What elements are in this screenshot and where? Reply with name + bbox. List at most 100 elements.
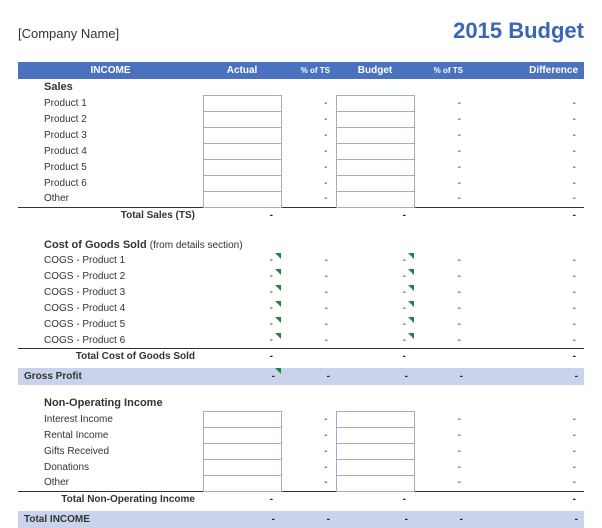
cell-budget[interactable] bbox=[336, 159, 414, 175]
cell-budget[interactable] bbox=[336, 427, 414, 443]
table-row: Product 3--- bbox=[18, 127, 584, 143]
cell-actual[interactable] bbox=[203, 427, 281, 443]
cell-budget[interactable] bbox=[336, 95, 414, 111]
cell-budget[interactable] bbox=[336, 111, 414, 127]
cell-actual[interactable] bbox=[203, 95, 281, 111]
row-label: Product 2 bbox=[18, 111, 203, 127]
cell-actual: - bbox=[203, 333, 281, 349]
cell-actual[interactable] bbox=[203, 411, 281, 427]
cell-diff: - bbox=[469, 475, 584, 491]
cell-budget[interactable] bbox=[336, 175, 414, 191]
budget-table: INCOME Actual % of TS Budget % of TS Dif… bbox=[18, 62, 584, 528]
row-label: Product 3 bbox=[18, 127, 203, 143]
row-label: Product 4 bbox=[18, 143, 203, 159]
table-row: Rental Income--- bbox=[18, 427, 584, 443]
cell-budget[interactable] bbox=[336, 191, 414, 207]
cell-pct2: - bbox=[414, 159, 469, 175]
cell-diff: - bbox=[469, 111, 584, 127]
row-label: Rental Income bbox=[18, 427, 203, 443]
row-label: COGS - Product 1 bbox=[18, 253, 203, 269]
table-row: Product 6--- bbox=[18, 175, 584, 191]
row-label: COGS - Product 5 bbox=[18, 317, 203, 333]
cell-actual[interactable] bbox=[203, 475, 281, 491]
cell-actual[interactable] bbox=[203, 143, 281, 159]
row-label: Other bbox=[18, 475, 203, 491]
cell-diff: - bbox=[469, 427, 584, 443]
row-gross-profit: Gross Profit - - - - - bbox=[18, 368, 584, 385]
row-label: Product 6 bbox=[18, 175, 203, 191]
cell-pct2: - bbox=[414, 253, 469, 269]
row-total-cogs: Total Cost of Goods Sold - - - bbox=[18, 349, 584, 369]
col-section: INCOME bbox=[18, 62, 203, 79]
col-pct-ts-1: % of TS bbox=[281, 62, 336, 79]
table-row: Product 1--- bbox=[18, 95, 584, 111]
cell-actual[interactable] bbox=[203, 111, 281, 127]
cell-pct1: - bbox=[281, 95, 336, 111]
cell-diff: - bbox=[469, 143, 584, 159]
table-row: COGS - Product 1----- bbox=[18, 253, 584, 269]
cell-budget: - bbox=[336, 285, 414, 301]
col-pct-ts-2: % of TS bbox=[414, 62, 469, 79]
row-label: COGS - Product 3 bbox=[18, 285, 203, 301]
section-cogs-title: Cost of Goods Sold (from details section… bbox=[18, 237, 584, 253]
cell-pct1: - bbox=[281, 333, 336, 349]
cell-pct2: - bbox=[414, 175, 469, 191]
cell-budget: - bbox=[336, 333, 414, 349]
cell-actual[interactable] bbox=[203, 191, 281, 207]
cell-diff: - bbox=[469, 159, 584, 175]
cell-actual[interactable] bbox=[203, 443, 281, 459]
cell-pct2: - bbox=[414, 443, 469, 459]
cell-budget[interactable] bbox=[336, 143, 414, 159]
cell-actual: - bbox=[203, 269, 281, 285]
cell-actual: - bbox=[203, 253, 281, 269]
cell-diff: - bbox=[469, 333, 584, 349]
row-total-income: Total INCOME - - - - - bbox=[18, 511, 584, 528]
cell-pct2: - bbox=[414, 111, 469, 127]
cell-pct2: - bbox=[414, 333, 469, 349]
table-row: Product 2--- bbox=[18, 111, 584, 127]
cell-pct2: - bbox=[414, 427, 469, 443]
table-row: Product 4--- bbox=[18, 143, 584, 159]
cell-budget[interactable] bbox=[336, 127, 414, 143]
cell-diff: - bbox=[469, 95, 584, 111]
cell-actual[interactable] bbox=[203, 127, 281, 143]
cell-budget: - bbox=[336, 253, 414, 269]
cell-actual[interactable] bbox=[203, 175, 281, 191]
cell-pct1: - bbox=[281, 159, 336, 175]
cell-diff: - bbox=[469, 443, 584, 459]
cell-pct1: - bbox=[281, 127, 336, 143]
cell-budget[interactable] bbox=[336, 475, 414, 491]
table-row: Other--- bbox=[18, 191, 584, 207]
cell-diff: - bbox=[469, 285, 584, 301]
table-row: COGS - Product 5----- bbox=[18, 317, 584, 333]
cell-budget[interactable] bbox=[336, 459, 414, 475]
cell-budget[interactable] bbox=[336, 443, 414, 459]
section-nonop-title: Non-Operating Income bbox=[18, 395, 584, 411]
column-header-row: INCOME Actual % of TS Budget % of TS Dif… bbox=[18, 62, 584, 79]
row-total-sales: Total Sales (TS) - - - bbox=[18, 207, 584, 227]
row-label: Product 5 bbox=[18, 159, 203, 175]
cell-pct1: - bbox=[281, 317, 336, 333]
company-name: [Company Name] bbox=[18, 26, 119, 41]
cell-actual[interactable] bbox=[203, 159, 281, 175]
table-row: Other--- bbox=[18, 475, 584, 491]
col-actual: Actual bbox=[203, 62, 281, 79]
cell-pct1: - bbox=[281, 475, 336, 491]
table-row: Gifts Received--- bbox=[18, 443, 584, 459]
row-label: COGS - Product 6 bbox=[18, 333, 203, 349]
header: [Company Name] 2015 Budget bbox=[18, 18, 584, 44]
cell-budget: - bbox=[336, 317, 414, 333]
cell-pct1: - bbox=[281, 411, 336, 427]
row-total-nonop: Total Non-Operating Income - - - bbox=[18, 491, 584, 511]
cell-actual[interactable] bbox=[203, 459, 281, 475]
cell-diff: - bbox=[469, 459, 584, 475]
cell-pct2: - bbox=[414, 285, 469, 301]
row-label: COGS - Product 4 bbox=[18, 301, 203, 317]
cell-budget[interactable] bbox=[336, 411, 414, 427]
cell-pct1: - bbox=[281, 301, 336, 317]
table-row: Product 5--- bbox=[18, 159, 584, 175]
cell-diff: - bbox=[469, 301, 584, 317]
col-budget: Budget bbox=[336, 62, 414, 79]
cell-pct2: - bbox=[414, 411, 469, 427]
cell-pct1: - bbox=[281, 443, 336, 459]
